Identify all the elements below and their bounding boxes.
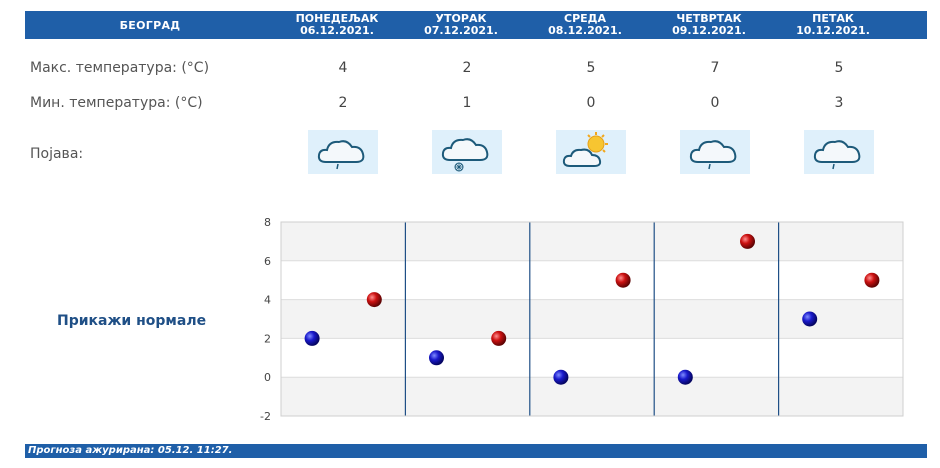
y-tick-label: -2 <box>260 410 271 423</box>
day-header-1: ПОНЕДЕЉАК 06.12.2021. <box>275 11 399 39</box>
day-header-5: ПЕТАК 10.12.2021. <box>771 11 895 39</box>
min-temp-value: 0 <box>710 95 720 111</box>
city-name: БЕОГРАД <box>119 18 181 32</box>
chart-band <box>281 299 903 339</box>
max-temp-value: 4 <box>338 60 348 76</box>
day-name: ЧЕТВРТАК <box>676 12 742 25</box>
day-name: ПОНЕДЕЉАК <box>295 12 379 25</box>
min-temp-value: 1 <box>462 95 472 111</box>
max-temp-value: 5 <box>834 60 844 76</box>
day-header-2: УТОРАК 07.12.2021. <box>399 11 523 39</box>
max-temp-value: 5 <box>586 60 596 76</box>
cloud-rain-icon <box>308 130 378 174</box>
day-name: УТОРАК <box>435 12 487 25</box>
min-temp-value: 0 <box>586 95 596 111</box>
day-date: 09.12.2021. <box>672 24 746 37</box>
min-temp-point <box>677 369 693 385</box>
max-temp-point <box>491 330 507 346</box>
partly-cloudy-sun-icon <box>556 130 626 174</box>
min-temp-point <box>429 350 444 366</box>
max-temp-row: Макс. температура: (°C) <box>30 60 250 76</box>
show-normals-link[interactable]: Прикажи нормале <box>57 313 207 329</box>
cloud-rain-icon <box>680 130 750 174</box>
min-temp-point <box>553 369 569 385</box>
day-date: 08.12.2021. <box>548 24 622 37</box>
day-name: ПЕТАК <box>812 12 854 25</box>
min-temp-label: Мин. температура: (°C) <box>30 95 203 111</box>
min-temp-point <box>304 330 320 346</box>
max-temp-values: 4 2 5 7 5 <box>281 60 901 76</box>
max-temp-point <box>366 292 382 308</box>
weather-icons <box>281 130 901 174</box>
y-tick-label: 6 <box>264 255 271 268</box>
day-date: 10.12.2021. <box>796 24 870 37</box>
max-temp-value: 2 <box>462 60 472 76</box>
phenomenon-row: Појава: <box>30 146 250 162</box>
y-tick-label: 4 <box>264 294 271 307</box>
phenomenon-label: Појава: <box>30 146 84 162</box>
min-temp-value: 2 <box>338 95 348 111</box>
min-temp-value: 3 <box>834 95 844 111</box>
cloud-snow-icon <box>432 130 502 174</box>
max-temp-point <box>615 272 631 288</box>
max-temp-point <box>740 233 755 249</box>
max-temp-label: Макс. температура: (°C) <box>30 60 210 76</box>
day-date: 06.12.2021. <box>300 24 374 37</box>
max-temp-value: 7 <box>710 60 720 76</box>
min-temp-values: 2 1 0 0 3 <box>281 95 901 111</box>
y-tick-label: 0 <box>264 371 271 384</box>
max-temp-point <box>864 272 880 288</box>
day-header-4: ЧЕТВРТАК 09.12.2021. <box>647 11 771 39</box>
chart-band <box>281 377 903 416</box>
day-date: 07.12.2021. <box>424 24 498 37</box>
y-tick-label: 2 <box>264 332 271 345</box>
day-header-3: СРЕДА 08.12.2021. <box>523 11 647 39</box>
temperature-chart: 8 6 4 2 0 -2 <box>260 216 904 423</box>
forecast-updated: Прогноза ажурирана: 05.12. 11:27. <box>25 444 927 458</box>
plot-frame <box>280 221 904 417</box>
day-name: СРЕДА <box>564 12 606 25</box>
cloud-rain-icon <box>804 130 874 174</box>
min-temp-point <box>802 311 818 327</box>
chart-band <box>281 222 903 261</box>
min-temp-row: Мин. температура: (°C) <box>30 95 250 111</box>
y-tick-label: 8 <box>264 216 271 229</box>
forecast-header: БЕОГРАД ПОНЕДЕЉАК 06.12.2021. УТОРАК 07.… <box>25 11 927 39</box>
